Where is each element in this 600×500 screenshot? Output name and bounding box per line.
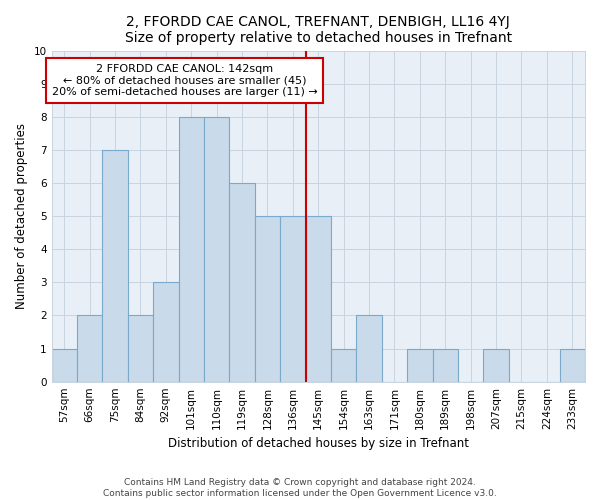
Bar bbox=[153, 282, 179, 382]
Bar bbox=[204, 117, 229, 382]
Bar bbox=[433, 348, 458, 382]
Bar bbox=[484, 348, 509, 382]
Bar bbox=[305, 216, 331, 382]
Bar bbox=[77, 316, 103, 382]
Bar bbox=[331, 348, 356, 382]
Bar bbox=[356, 316, 382, 382]
Bar bbox=[128, 316, 153, 382]
X-axis label: Distribution of detached houses by size in Trefnant: Distribution of detached houses by size … bbox=[168, 437, 469, 450]
Title: 2, FFORDD CAE CANOL, TREFNANT, DENBIGH, LL16 4YJ
Size of property relative to de: 2, FFORDD CAE CANOL, TREFNANT, DENBIGH, … bbox=[125, 15, 512, 45]
Text: Contains HM Land Registry data © Crown copyright and database right 2024.
Contai: Contains HM Land Registry data © Crown c… bbox=[103, 478, 497, 498]
Bar bbox=[255, 216, 280, 382]
Bar bbox=[229, 183, 255, 382]
Y-axis label: Number of detached properties: Number of detached properties bbox=[15, 123, 28, 309]
Bar bbox=[407, 348, 433, 382]
Bar bbox=[179, 117, 204, 382]
Bar bbox=[560, 348, 585, 382]
Text: 2 FFORDD CAE CANOL: 142sqm
← 80% of detached houses are smaller (45)
20% of semi: 2 FFORDD CAE CANOL: 142sqm ← 80% of deta… bbox=[52, 64, 318, 97]
Bar bbox=[103, 150, 128, 382]
Bar bbox=[280, 216, 305, 382]
Bar bbox=[52, 348, 77, 382]
